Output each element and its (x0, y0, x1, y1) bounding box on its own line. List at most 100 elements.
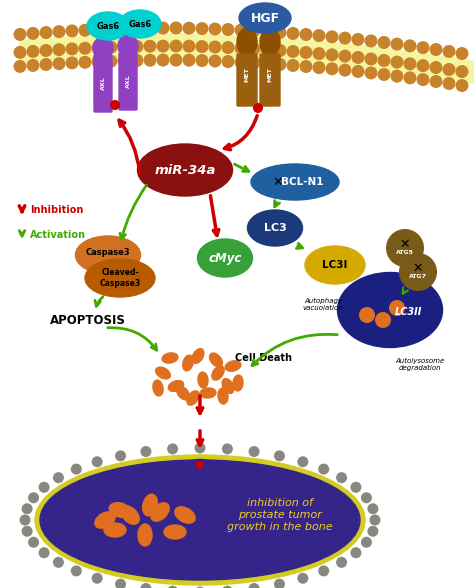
Circle shape (300, 28, 312, 41)
Circle shape (359, 307, 375, 323)
Circle shape (167, 586, 178, 588)
Circle shape (28, 492, 39, 503)
Circle shape (140, 446, 151, 457)
FancyBboxPatch shape (119, 53, 137, 110)
Circle shape (429, 75, 443, 88)
Circle shape (71, 566, 82, 576)
Circle shape (27, 59, 39, 72)
Ellipse shape (233, 375, 243, 391)
Circle shape (118, 22, 130, 35)
Circle shape (367, 526, 378, 537)
Circle shape (326, 62, 338, 75)
Ellipse shape (87, 12, 129, 40)
Text: AXL: AXL (100, 76, 106, 90)
Text: Cell Death: Cell Death (235, 353, 292, 363)
Circle shape (300, 46, 312, 59)
Circle shape (338, 64, 352, 76)
Ellipse shape (187, 391, 199, 405)
Circle shape (247, 24, 261, 38)
Circle shape (297, 456, 309, 467)
FancyBboxPatch shape (237, 54, 257, 106)
Circle shape (91, 573, 103, 584)
Circle shape (13, 60, 27, 73)
Circle shape (104, 23, 118, 36)
Text: ATG7: ATG7 (409, 273, 427, 279)
Text: AXL: AXL (126, 74, 130, 88)
Ellipse shape (153, 380, 163, 396)
Ellipse shape (164, 525, 186, 539)
Circle shape (261, 57, 273, 70)
Circle shape (79, 24, 91, 37)
Ellipse shape (182, 459, 218, 485)
Ellipse shape (210, 353, 222, 367)
Circle shape (235, 42, 247, 55)
Ellipse shape (305, 246, 365, 284)
Circle shape (367, 503, 378, 514)
Text: MET: MET (267, 68, 273, 82)
Circle shape (156, 54, 170, 66)
Text: Autophagy
vacuolation: Autophagy vacuolation (302, 298, 343, 311)
Circle shape (386, 229, 424, 267)
Ellipse shape (104, 523, 126, 537)
Circle shape (456, 79, 468, 92)
Circle shape (375, 312, 391, 328)
Text: LC3II: LC3II (394, 307, 422, 317)
Circle shape (221, 23, 235, 36)
Circle shape (352, 51, 365, 64)
Text: BCL-N1: BCL-N1 (281, 177, 323, 187)
Circle shape (350, 482, 362, 493)
Text: LC3I: LC3I (322, 260, 348, 270)
Circle shape (130, 40, 144, 53)
Circle shape (104, 55, 118, 68)
Circle shape (110, 100, 120, 110)
Ellipse shape (109, 503, 131, 517)
Circle shape (19, 514, 30, 526)
Circle shape (377, 36, 391, 49)
Circle shape (195, 22, 209, 35)
Ellipse shape (155, 367, 170, 379)
Circle shape (456, 65, 468, 78)
Circle shape (27, 27, 39, 40)
Circle shape (273, 58, 286, 71)
Circle shape (91, 23, 104, 36)
Ellipse shape (239, 3, 291, 33)
Circle shape (144, 22, 156, 35)
Circle shape (273, 44, 286, 57)
Circle shape (209, 41, 221, 54)
Ellipse shape (198, 372, 208, 388)
Ellipse shape (225, 361, 241, 371)
Circle shape (79, 42, 91, 55)
Circle shape (170, 39, 182, 52)
Circle shape (261, 25, 273, 38)
Circle shape (53, 557, 64, 568)
Circle shape (352, 33, 365, 46)
Text: Activation: Activation (30, 230, 86, 240)
Circle shape (391, 38, 403, 51)
Circle shape (417, 41, 429, 54)
Circle shape (417, 59, 429, 72)
Circle shape (336, 472, 347, 483)
Ellipse shape (192, 349, 204, 363)
Circle shape (115, 450, 126, 462)
Text: miR-34a: miR-34a (154, 163, 216, 176)
Circle shape (318, 566, 329, 576)
Text: ✕: ✕ (413, 262, 423, 275)
Circle shape (326, 31, 338, 44)
Polygon shape (20, 34, 474, 83)
Circle shape (326, 48, 338, 61)
Text: Autolysosome
degradation: Autolysosome degradation (395, 358, 445, 371)
Circle shape (247, 56, 261, 69)
Circle shape (370, 514, 381, 526)
Circle shape (286, 45, 300, 58)
Circle shape (377, 68, 391, 81)
Circle shape (429, 43, 443, 56)
Circle shape (79, 56, 91, 69)
Ellipse shape (168, 380, 184, 392)
Circle shape (274, 579, 285, 588)
Ellipse shape (95, 512, 115, 528)
Ellipse shape (40, 460, 360, 580)
Circle shape (221, 41, 235, 54)
Circle shape (65, 42, 79, 55)
Ellipse shape (121, 506, 139, 524)
Circle shape (417, 73, 429, 86)
